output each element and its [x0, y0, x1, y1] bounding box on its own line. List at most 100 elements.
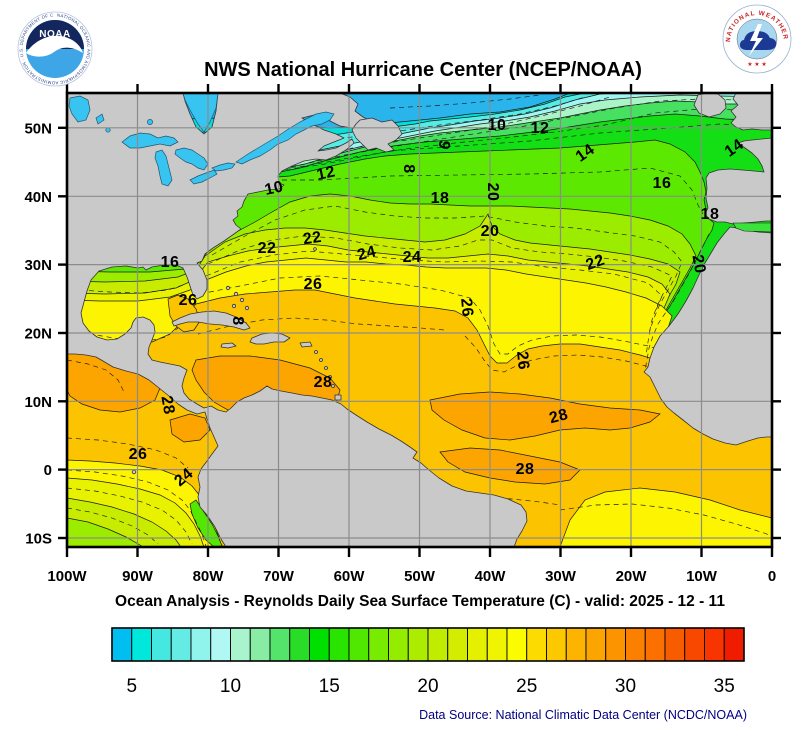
sst-band-24-26-southeast: [559, 487, 772, 547]
colorbar-tick-labels: 5 10 15 20 25 30 35: [126, 676, 734, 697]
isotherm-label: 28: [157, 394, 177, 415]
y-axis-label: 40N: [24, 189, 52, 206]
sst-band-18-20-south-pacific: [67, 517, 144, 547]
sst-pocket-28-south-atlantic: [439, 447, 581, 485]
noaa-logo: NATIONAL OCEANIC AND ATMOSPHERIC ADMINIS…: [8, 2, 93, 87]
nws-logo-ring-text: NATIONAL WEATHER SERVICE: [0, 0, 789, 43]
colorbar-cell: [151, 627, 172, 662]
colorbar: [111, 627, 745, 662]
isotherm-label: 22: [258, 240, 277, 257]
colorbar-cell: [427, 627, 449, 662]
colorbar-tick-label: 15: [319, 676, 340, 697]
water-lake-erie: [189, 169, 218, 185]
y-axis-label: 20N: [24, 326, 52, 343]
isotherm-label: 20: [688, 253, 708, 274]
isotherm-label: 12: [315, 163, 337, 184]
datasource-note: Data Source: National Climatic Data Cent…: [419, 708, 747, 722]
colorbar-cell: [723, 627, 745, 662]
y-axis-label: 10N: [24, 394, 52, 411]
colorbar-cell: [289, 627, 310, 662]
nws-logo-lightning-icon: [749, 24, 763, 56]
x-axis-label: 60W: [334, 568, 366, 585]
isotherm-label: 8: [400, 164, 417, 173]
water-lake-nipigon: [147, 119, 153, 125]
colorbar-cell: [230, 627, 251, 662]
nws-logo-stars: ★ ★ ★: [747, 61, 766, 68]
isotherm-label: 20: [484, 183, 501, 202]
axis-ticks: [58, 84, 781, 557]
colorbar-cell: [605, 627, 626, 662]
water-lake-huron: [174, 147, 209, 171]
water-lake-small: [95, 113, 105, 125]
isotherm-label: 22: [302, 229, 323, 248]
colorbar-tick-label: 30: [615, 676, 636, 697]
colorbar-cell: [506, 627, 528, 662]
colorbar-cell: [269, 627, 291, 662]
isotherm-label: 6: [436, 138, 455, 151]
water-lake-superior: [121, 132, 179, 149]
x-axis-label: 20W: [616, 568, 648, 585]
colorbar-frame: [111, 627, 745, 662]
colorbar-tick-label: 25: [516, 676, 537, 697]
isotherm-label: 22: [584, 252, 607, 274]
isotherm-label: 18: [431, 190, 450, 207]
isotherm-label: 26: [129, 446, 148, 463]
colorbar-cell: [467, 627, 488, 662]
land-galapagos: [131, 469, 137, 475]
x-axis-label: 50W: [404, 568, 436, 585]
isotherm-label: 26: [304, 276, 323, 293]
x-axis-label: 70W: [263, 568, 295, 585]
colorbar-cell: [447, 627, 468, 662]
isotherm-label: 8: [229, 316, 246, 325]
land-bahamas: [225, 285, 250, 311]
x-axis-label: 90W: [122, 568, 154, 585]
isotherm-label: 26: [179, 292, 198, 309]
sst-pocket-28-panama: [169, 413, 211, 443]
water-james-bay: [182, 93, 219, 133]
colorbar-tick-label: 35: [714, 676, 735, 697]
land-masses: [67, 93, 772, 547]
noaa-logo-label: NOAA: [39, 29, 70, 40]
colorbar-cell: [111, 627, 133, 662]
colorbar-cell: [565, 627, 587, 662]
isotherm-label: 24: [403, 249, 422, 266]
land-northwest-africa: [643, 226, 772, 446]
colorbar-cell: [407, 627, 429, 662]
isotherm-label: 26: [457, 298, 476, 318]
isotherm-label: 18: [701, 206, 720, 223]
land-bermuda: [313, 247, 317, 251]
colorbar-cell: [388, 627, 409, 662]
isotherm-label: 16: [653, 175, 672, 192]
colorbar-cell: [131, 627, 152, 662]
x-axis-label: 100W: [47, 568, 87, 585]
colorbar-cell: [585, 627, 607, 662]
land-lesser-antilles: [314, 350, 335, 388]
water-lake-of-the-woods: [105, 127, 111, 133]
colorbar-cell: [348, 627, 370, 662]
water-lake-michigan: [154, 149, 173, 187]
y-axis-label: 10S: [25, 531, 52, 548]
isotherm-label: 10: [488, 117, 507, 134]
noaa-logo-seagull-icon: [26, 35, 83, 57]
land-cuba: [171, 310, 251, 331]
isotherm-label: 12: [531, 120, 550, 137]
colorbar-tick-label: 20: [417, 676, 438, 697]
x-axis-label: 40W: [475, 568, 507, 585]
isotherm-label: 28: [516, 461, 535, 478]
land-newfoundland: [351, 117, 403, 153]
water-lake-ontario: [211, 162, 236, 172]
graticule: [67, 93, 772, 547]
land-puerto-rico: [299, 341, 313, 348]
colorbar-cell: [546, 627, 567, 662]
water-st-lawrence: [235, 111, 335, 165]
isotherm-label: 24: [356, 243, 379, 264]
map-caption: Ocean Analysis - Reynolds Daily Sea Surf…: [115, 593, 725, 610]
page-title: NWS National Hurricane Center (NCEP/NOAA…: [204, 59, 642, 81]
colorbar-cell: [664, 627, 686, 662]
land-north-south-america: [67, 93, 528, 547]
colorbar-cell: [170, 627, 192, 662]
isotherm-label: 16: [161, 254, 180, 271]
x-axis-label: 0: [768, 568, 776, 585]
